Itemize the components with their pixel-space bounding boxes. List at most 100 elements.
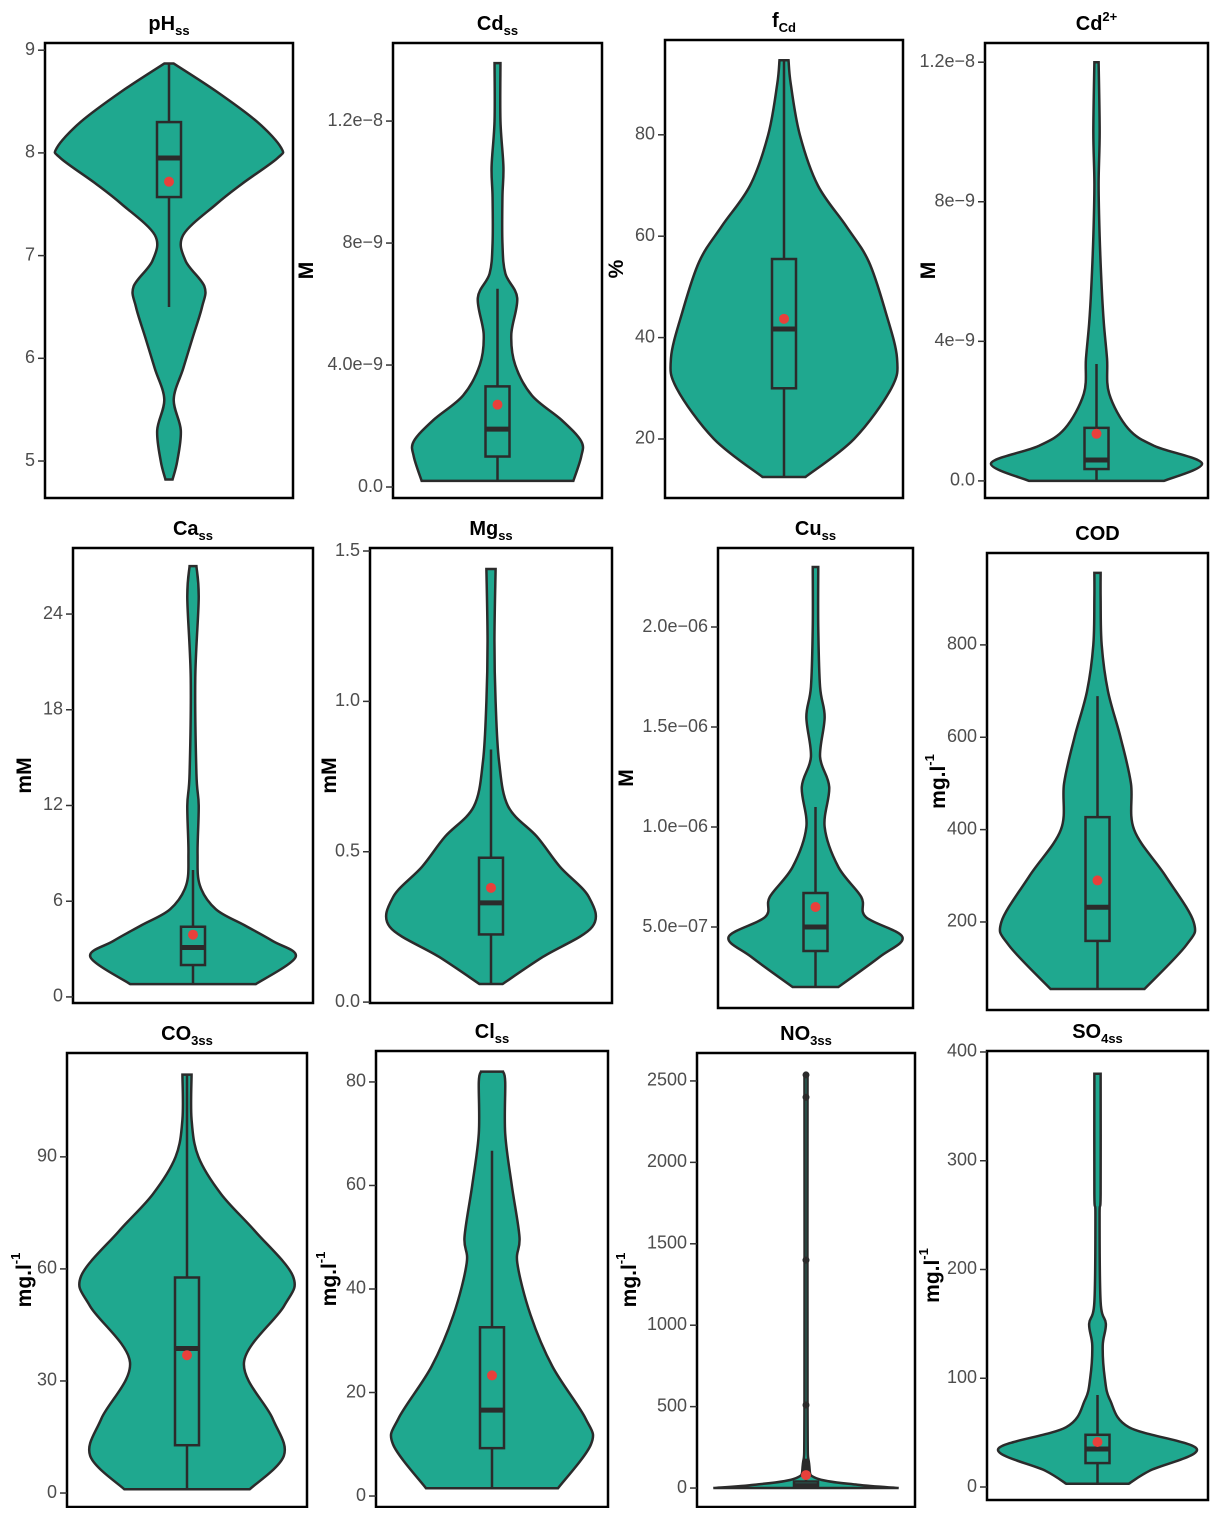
y-tick-label: 1.5 bbox=[335, 540, 360, 560]
title-subscript: ss bbox=[199, 528, 213, 543]
panel: 0.0 0.5 1.0 1.5 Mgss mM bbox=[318, 518, 614, 1011]
violin bbox=[88, 564, 298, 986]
panel-frame bbox=[983, 41, 1210, 500]
mean-point bbox=[486, 882, 496, 893]
title-main: Cd bbox=[477, 13, 504, 35]
title-subscript: ss bbox=[498, 528, 512, 543]
panel-frame bbox=[716, 546, 915, 1010]
box bbox=[477, 856, 505, 936]
y-label-main: mg.l bbox=[927, 766, 950, 809]
y-tick-label: 1.5e−06 bbox=[642, 716, 708, 736]
y-axis-label: M bbox=[295, 262, 318, 280]
y-tick-label: 500 bbox=[657, 1395, 687, 1415]
mean-point bbox=[182, 1350, 192, 1361]
y-tick-label: 8e−9 bbox=[934, 191, 975, 211]
title-main: SO bbox=[1072, 1021, 1101, 1043]
panel-title: Clss bbox=[475, 1021, 509, 1046]
y-axis-label: mg.l-1 bbox=[313, 1252, 340, 1307]
panel: 0 20 40 60 80 Clss mg.l-1 bbox=[313, 1021, 610, 1509]
panel-title: Mgss bbox=[469, 518, 512, 543]
title-subscript: ss bbox=[822, 528, 836, 543]
violin bbox=[713, 1073, 899, 1490]
y-label-superscript: -1 bbox=[613, 1253, 628, 1265]
y-tick-label: 200 bbox=[947, 1258, 977, 1278]
violin bbox=[727, 565, 904, 989]
panel-frame bbox=[43, 41, 295, 500]
y-tick-label: 5.0e−07 bbox=[642, 916, 708, 936]
violin bbox=[989, 60, 1204, 483]
title-main: Mg bbox=[469, 518, 498, 540]
y-tick-label: 4e−9 bbox=[934, 330, 975, 350]
y-axis-label: M bbox=[615, 769, 638, 787]
panel: 0 30 60 90 CO3ss mg.l-1 bbox=[8, 1023, 309, 1509]
y-tick-label: 20 bbox=[635, 428, 655, 448]
y-tick-label: 100 bbox=[947, 1367, 977, 1387]
panel-frame bbox=[65, 1051, 309, 1509]
y-tick-label: 400 bbox=[947, 818, 977, 838]
y-tick-label: 0.5 bbox=[335, 840, 360, 860]
y-tick-label: 7 bbox=[25, 244, 35, 264]
panel: 20 40 60 80 fCd% bbox=[605, 10, 905, 500]
panel: 0 6 12 18 24 Cass mM bbox=[13, 518, 315, 1006]
y-label-main: mM bbox=[318, 757, 341, 793]
mean-point bbox=[1092, 875, 1103, 886]
panel: 0.0 4.0e−9 8e−9 1.2e−8 Cdss M bbox=[295, 13, 604, 500]
y-tick-label: 2500 bbox=[647, 1070, 687, 1090]
y-tick-label: 6 bbox=[25, 347, 35, 367]
mean-point bbox=[810, 902, 821, 912]
y-axis-label: mg.l-1 bbox=[916, 1248, 943, 1303]
title-subscript: 3ss bbox=[810, 1033, 832, 1048]
title-main: COD bbox=[1075, 523, 1119, 545]
panel: 0 500 1000 1500 2000 2500 NO3ss mg.l-1 bbox=[613, 1023, 917, 1509]
outlier bbox=[802, 1465, 810, 1473]
y-tick-label: 0 bbox=[677, 1477, 687, 1497]
panel-title: CO3ss bbox=[161, 1023, 213, 1048]
y-tick-label: 60 bbox=[635, 225, 655, 245]
y-axis-label: mg.l-1 bbox=[8, 1253, 35, 1308]
title-subscript: 4ss bbox=[1101, 1031, 1123, 1046]
y-label-main: mM bbox=[13, 757, 36, 793]
y-label-superscript: -1 bbox=[313, 1252, 328, 1264]
y-axis-label: mg.l-1 bbox=[613, 1253, 640, 1308]
panel-frame bbox=[695, 1051, 917, 1509]
mean-point bbox=[779, 313, 789, 324]
panel-frame bbox=[368, 546, 614, 1005]
panel-title: fCd bbox=[772, 10, 796, 35]
y-tick-label: 8 bbox=[25, 142, 35, 162]
y-tick-label: 400 bbox=[947, 1041, 977, 1061]
y-axis-label: mM bbox=[13, 757, 36, 793]
y-tick-label: 18 bbox=[43, 699, 63, 719]
panel-frame bbox=[374, 1049, 610, 1509]
y-tick-label: 1500 bbox=[647, 1233, 687, 1253]
y-tick-label: 2.0e−06 bbox=[642, 616, 708, 636]
mean-point bbox=[492, 399, 503, 410]
panel-title: Cuss bbox=[795, 518, 836, 543]
y-tick-label: 0 bbox=[53, 986, 63, 1006]
panel: 0.0 4e−9 8e−9 1.2e−8 Cd2+ M bbox=[917, 9, 1210, 500]
panel-title: Cass bbox=[173, 518, 213, 543]
outlier bbox=[802, 1256, 810, 1264]
title-subscript: 3ss bbox=[191, 1033, 213, 1048]
title-subscript: ss bbox=[495, 1031, 509, 1046]
y-tick-label: 1.0 bbox=[335, 690, 360, 710]
title-main: NO bbox=[780, 1023, 810, 1045]
title-main: Cd bbox=[1076, 13, 1103, 35]
y-tick-label: 9 bbox=[25, 39, 35, 59]
y-tick-label: 0.0 bbox=[950, 470, 975, 490]
y-label-main: M bbox=[917, 262, 940, 280]
y-tick-label: 2000 bbox=[647, 1151, 687, 1171]
title-subscript: Cd bbox=[779, 20, 796, 35]
y-tick-label: 80 bbox=[346, 1071, 366, 1091]
y-tick-label: 0.0 bbox=[335, 991, 360, 1011]
y-label-main: mg.l bbox=[13, 1264, 36, 1307]
y-tick-label: 20 bbox=[346, 1381, 366, 1401]
box bbox=[484, 385, 511, 458]
title-subscript: ss bbox=[175, 23, 189, 38]
panel: 5 6 7 8 9 pHss bbox=[25, 13, 295, 500]
y-tick-label: 0 bbox=[967, 1476, 977, 1496]
box bbox=[173, 1276, 201, 1447]
y-tick-label: 60 bbox=[346, 1174, 366, 1194]
panel-title: NO3ss bbox=[780, 1023, 832, 1048]
y-tick-label: 1.0e−06 bbox=[642, 816, 708, 836]
mean-point bbox=[1091, 428, 1102, 439]
